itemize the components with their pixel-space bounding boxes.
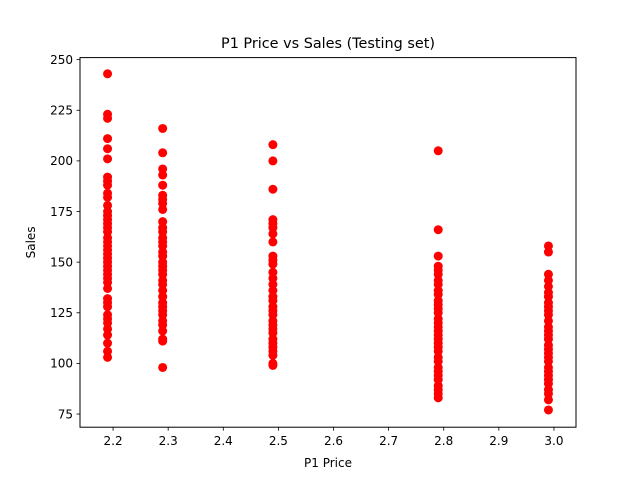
x-tick-label: 2.8 — [434, 434, 453, 448]
data-point — [433, 225, 443, 235]
chart-title: P1 Price vs Sales (Testing set) — [221, 36, 435, 52]
data-point — [103, 330, 113, 340]
y-tick-label: 75 — [58, 407, 73, 421]
x-axis-label: P1 Price — [304, 456, 352, 470]
x-tick-label: 2.4 — [214, 434, 233, 448]
x-tick-label: 2.7 — [379, 434, 398, 448]
y-tick-label: 150 — [50, 255, 73, 269]
data-point — [543, 405, 553, 415]
data-point — [543, 247, 553, 257]
data-point — [158, 362, 168, 372]
data-point — [268, 184, 278, 194]
data-point — [268, 360, 278, 370]
data-point — [103, 154, 113, 164]
y-tick-label: 125 — [50, 306, 73, 320]
data-point — [158, 170, 168, 180]
data-point — [268, 140, 278, 150]
y-tick-label: 250 — [50, 53, 73, 67]
x-tick-label: 2.9 — [489, 434, 508, 448]
y-tick-label: 225 — [50, 104, 73, 118]
y-tick-label: 200 — [50, 154, 73, 168]
data-point — [268, 259, 278, 269]
data-point — [433, 393, 443, 403]
data-point — [433, 146, 443, 156]
data-point — [103, 352, 113, 362]
data-point — [103, 69, 113, 79]
data-point — [103, 144, 113, 154]
data-point — [158, 148, 168, 158]
x-tick-label: 2.5 — [269, 434, 288, 448]
data-point — [268, 350, 278, 360]
data-point — [103, 283, 113, 293]
data-point — [103, 192, 113, 202]
x-axis-ticks: 2.2 2.3 2.4 2.5 2.6 2.7 2.8 2.9 3.0 — [104, 427, 564, 448]
x-tick-label: 2.3 — [159, 434, 178, 448]
data-point — [158, 123, 168, 133]
data-point — [268, 229, 278, 239]
data-point — [158, 336, 168, 346]
y-axis-label: Sales — [24, 226, 38, 258]
data-point — [103, 113, 113, 123]
plot-frame — [79, 57, 577, 428]
y-tick-label: 100 — [50, 357, 73, 371]
data-point — [433, 251, 443, 261]
data-point — [103, 338, 113, 348]
y-tick-label: 175 — [50, 205, 73, 219]
x-tick-label: 2.6 — [324, 434, 343, 448]
x-tick-label: 2.2 — [104, 434, 123, 448]
data-point — [158, 326, 168, 336]
data-point — [543, 395, 553, 405]
data-points — [103, 69, 553, 415]
data-point — [268, 156, 278, 166]
data-point — [158, 180, 168, 190]
y-axis-ticks: 75 100 125 150 175 200 225 250 — [50, 53, 80, 421]
data-point — [158, 204, 168, 214]
data-point — [268, 237, 278, 247]
data-point — [103, 302, 113, 312]
x-tick-label: 3.0 — [544, 434, 563, 448]
data-point — [103, 180, 113, 190]
data-point — [103, 134, 113, 144]
